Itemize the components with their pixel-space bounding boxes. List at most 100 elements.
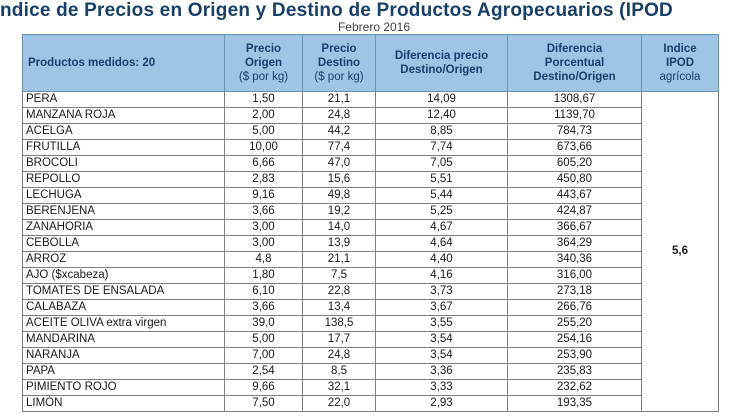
- table-row: MANZANA ROJA 2,00 24,8 12,40 1139,70: [22, 107, 719, 124]
- table-row: TOMATES DE ENSALADA 6,10 22,8 3,73 273,18: [22, 283, 719, 300]
- header-percent-difference: Diferencia Porcentual Destino/Origen: [507, 34, 642, 92]
- table-body: PERA 1,50 21,1 14,09 1308,67 5,6 MANZANA ROJA 2…: [22, 91, 719, 412]
- cell-product: LIMÓN: [22, 395, 225, 412]
- cell-difference: 2,93: [375, 395, 508, 412]
- cell-origin: 6,66: [224, 155, 303, 172]
- cell-difference: 3,67: [375, 299, 508, 316]
- cell-percent: 424,87: [507, 203, 642, 220]
- cell-percent: 364,29: [507, 235, 642, 252]
- table-row: REPOLLO 2,83 15,6 5,51 450,80: [22, 171, 719, 188]
- cell-origin: 4,8: [224, 251, 303, 268]
- cell-origin: 7,50: [224, 395, 303, 412]
- table-row: NARANJA 7,00 24,8 3,54 253,90: [22, 347, 719, 364]
- cell-product: REPOLLO: [22, 171, 225, 188]
- table-row: BERENJENA 3,66 19,2 5,25 424,87: [22, 203, 719, 220]
- cell-origin: 2,54: [224, 363, 303, 380]
- cell-difference: 3,54: [375, 331, 508, 348]
- document-subtitle: Febrero 2016: [337, 20, 411, 34]
- cell-difference: 5,25: [375, 203, 508, 220]
- table-row: CALABAZA 3,66 13,4 3,67 266,76: [22, 299, 719, 316]
- table-row: BROCOLI 6,66 47,0 7,05 605,20: [22, 155, 719, 172]
- cell-product: FRUTILLA: [22, 139, 225, 156]
- cell-percent: 784,73: [507, 123, 642, 140]
- cell-product: BROCOLI: [22, 155, 225, 172]
- cell-difference: 3,54: [375, 347, 508, 364]
- cell-destination: 21,1: [302, 91, 376, 108]
- table-row: ACELGA 5,00 44,2 8,85 784,73: [22, 123, 719, 140]
- header-ipod-line-3: agrícola: [659, 71, 701, 83]
- cell-origin: 9,16: [224, 187, 303, 204]
- table-row: LIMÓN 7,50 22,0 2,93 193,35: [22, 395, 719, 412]
- header-origin-line-1: Precio: [245, 43, 282, 55]
- cell-product: PAPA: [22, 363, 225, 380]
- cell-percent: 232,62: [507, 379, 642, 396]
- cell-percent: 255,20: [507, 315, 642, 332]
- cell-destination: 19,2: [302, 203, 376, 220]
- cell-product: ACELGA: [22, 123, 225, 140]
- cell-origin: 1,80: [224, 267, 303, 284]
- cell-product: TOMATES DE ENSALADA: [22, 283, 225, 300]
- header-price-difference: Diferencia precio Destino/Origen: [375, 34, 508, 92]
- table-row: CEBOLLA 3,00 13,9 4,64 364,29: [22, 235, 719, 252]
- cell-product: PIMIENTO ROJO: [22, 379, 225, 396]
- cell-destination: 13,4: [302, 299, 376, 316]
- cell-destination: 22,0: [302, 395, 376, 412]
- table-header-row: Productos medidos: 20 Precio Origen ($ p…: [22, 34, 719, 92]
- cell-origin: 2,83: [224, 171, 303, 188]
- cell-difference: 8,85: [375, 123, 508, 140]
- cell-destination: 21,1: [302, 251, 376, 268]
- table-row: PAPA 2,54 8,5 3,36 235,83: [22, 363, 719, 380]
- document-title: ndice de Precios en Origen y Destino de …: [0, 0, 673, 21]
- header-destination-line-1: Precio: [321, 43, 357, 55]
- cell-destination: 24,8: [302, 107, 376, 124]
- cell-difference: 3,33: [375, 379, 508, 396]
- cell-product: ZANAHORIA: [22, 219, 225, 236]
- cell-percent: 254,16: [507, 331, 642, 348]
- cell-percent: 605,20: [507, 155, 642, 172]
- header-origin-line-3: ($ por kg): [238, 71, 289, 83]
- header-difference-line-2: Destino/Origen: [400, 64, 483, 76]
- cell-origin: 3,00: [224, 235, 303, 252]
- header-ipod-line-2: IPOD: [665, 57, 695, 69]
- cell-difference: 3,73: [375, 283, 508, 300]
- cell-origin: 3,00: [224, 219, 303, 236]
- header-origin-line-2: Origen: [244, 57, 283, 69]
- cell-difference: 5,44: [375, 187, 508, 204]
- cell-difference: 4,67: [375, 219, 508, 236]
- cell-origin: 7,00: [224, 347, 303, 364]
- cell-origin: 5,00: [224, 331, 303, 348]
- cell-destination: 44,2: [302, 123, 376, 140]
- cell-percent: 253,90: [507, 347, 642, 364]
- ipod-index-value: 5,6: [641, 91, 719, 412]
- cell-percent: 316,00: [507, 267, 642, 284]
- cell-origin: 9,66: [224, 379, 303, 396]
- cell-percent: 340,36: [507, 251, 642, 268]
- cell-percent: 266,76: [507, 299, 642, 316]
- cell-difference: 4,64: [375, 235, 508, 252]
- cell-origin: 5,00: [224, 123, 303, 140]
- cell-destination: 14,0: [302, 219, 376, 236]
- cell-product: MANZANA ROJA: [22, 107, 225, 124]
- cell-percent: 1308,67: [507, 91, 642, 108]
- cell-product: CEBOLLA: [22, 235, 225, 252]
- cell-difference: 7,74: [375, 139, 508, 156]
- cell-difference: 12,40: [375, 107, 508, 124]
- cell-destination: 49,8: [302, 187, 376, 204]
- cell-origin: 3,66: [224, 299, 303, 316]
- table-row: ACEITE OLIVA extra virgen 39,0 138,5 3,55 25…: [22, 315, 719, 332]
- cell-difference: 4,40: [375, 251, 508, 268]
- header-origin-price: Precio Origen ($ por kg): [224, 34, 303, 92]
- cell-destination: 22,8: [302, 283, 376, 300]
- cell-difference: 14,09: [375, 91, 508, 108]
- header-destination-line-2: Destino: [317, 57, 361, 69]
- cell-destination: 47,0: [302, 155, 376, 172]
- header-difference-line-1: Diferencia precio: [394, 50, 489, 62]
- table-row: MANDARINA 5,00 17,7 3,54 254,16: [22, 331, 719, 348]
- cell-destination: 13,9: [302, 235, 376, 252]
- header-percent-line-3: Destino/Origen: [533, 71, 616, 83]
- cell-difference: 4,16: [375, 267, 508, 284]
- cell-percent: 673,66: [507, 139, 642, 156]
- cell-percent: 273,18: [507, 283, 642, 300]
- cell-destination: 7,5: [302, 267, 376, 284]
- header-ipod-line-1: Indice: [663, 43, 697, 55]
